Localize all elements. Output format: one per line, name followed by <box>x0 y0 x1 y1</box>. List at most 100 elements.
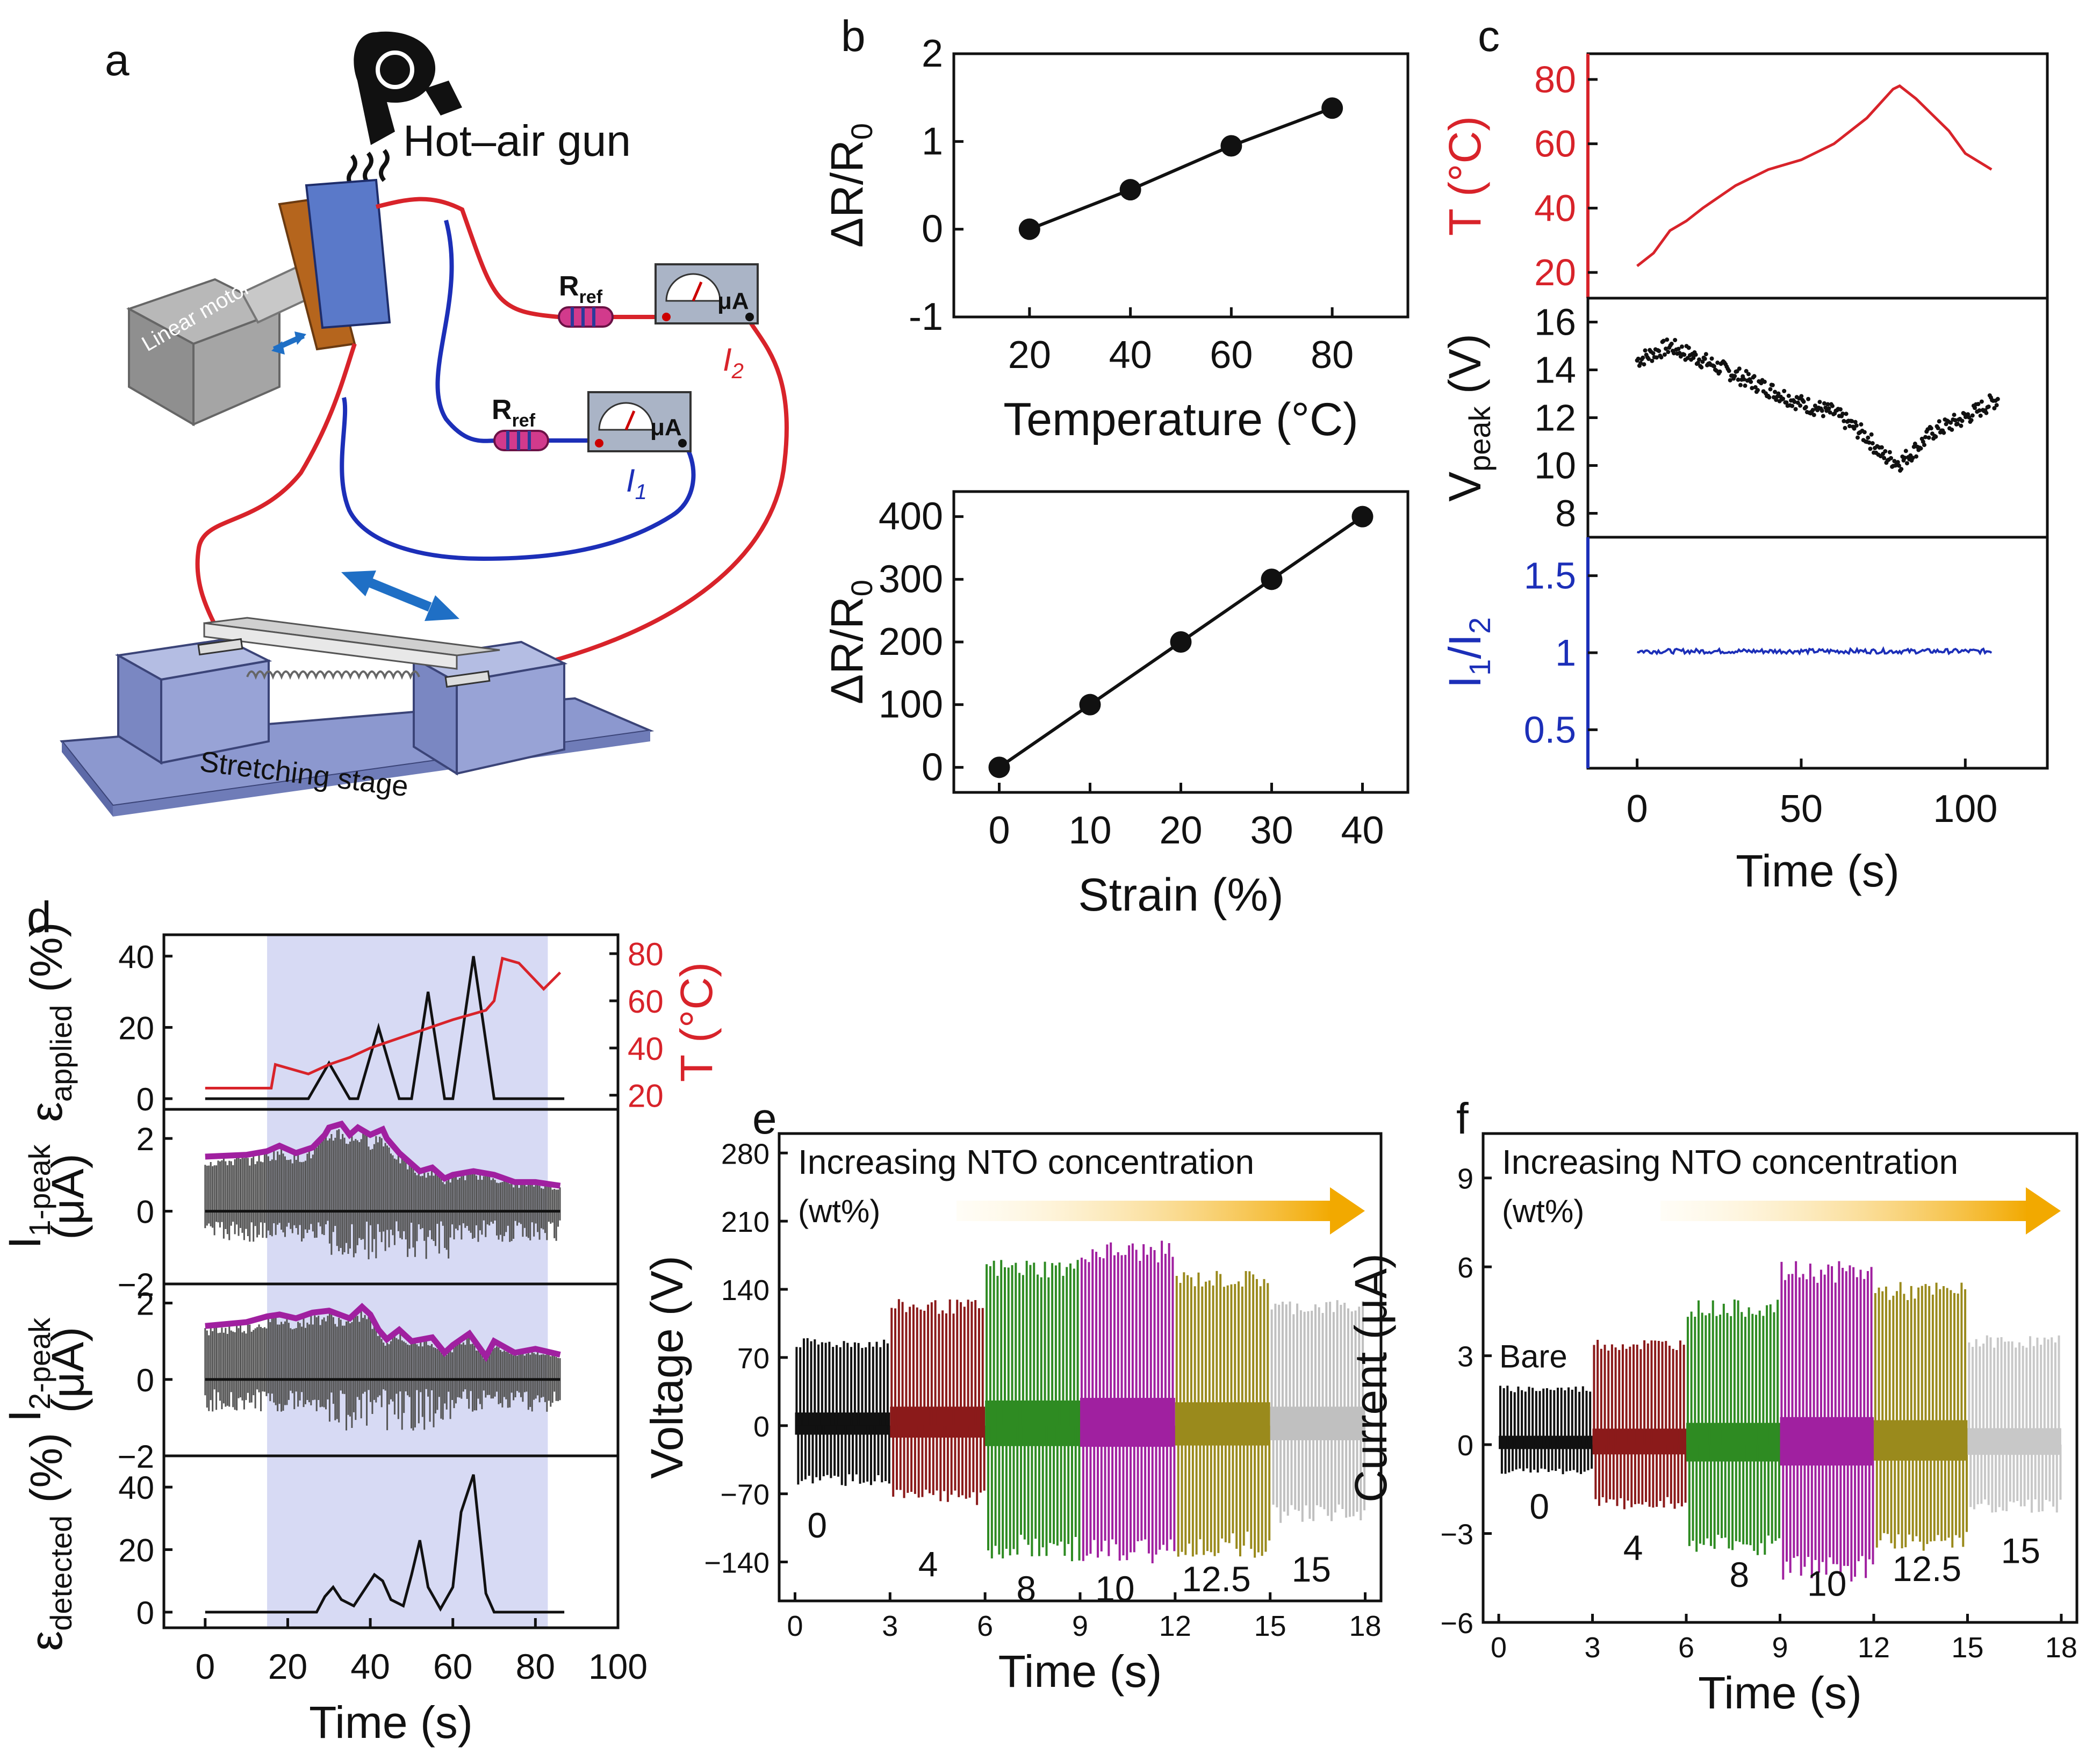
data-point <box>988 756 1010 778</box>
data-point <box>1806 396 1811 401</box>
data-point <box>1651 351 1656 356</box>
data-point <box>1869 432 1874 437</box>
data-point <box>1790 403 1795 408</box>
y-tick-label: 16 <box>1534 301 1576 343</box>
data-point <box>1665 337 1670 342</box>
y-tick-label: 1.5 <box>1524 555 1576 597</box>
data-point <box>1826 406 1831 411</box>
data-point <box>1673 338 1678 343</box>
y-axis-label-part: Voltage (V) <box>642 1255 692 1479</box>
x-tick-label: 100 <box>588 1647 648 1686</box>
y-axis-label-part: (%) <box>21 922 71 1005</box>
data-point <box>1912 442 1917 446</box>
x-tick-label: 12 <box>1858 1632 1890 1664</box>
y-tick-label: 140 <box>721 1274 769 1307</box>
panel-letter-f: f <box>1456 1094 1469 1143</box>
data-point <box>1950 427 1954 432</box>
x-tick-label: 18 <box>1349 1610 1381 1642</box>
data-point <box>1767 395 1772 400</box>
y-axis-label: ΔR/R0 <box>822 580 879 704</box>
data-point <box>1992 406 1997 410</box>
data-point <box>1896 463 1901 468</box>
plot-frame <box>952 52 1409 319</box>
data-point <box>1904 461 1909 466</box>
concentration-label: 8 <box>1016 1569 1036 1608</box>
y-axis-unit: (μA) <box>42 1327 93 1413</box>
y-axis-label-part: (%) <box>21 1433 71 1515</box>
y-axis-label: I1/I2 <box>1440 617 1497 688</box>
concentration-label: 4 <box>1623 1528 1643 1568</box>
data-point <box>1910 456 1915 460</box>
x-tick-label: 20 <box>1159 809 1202 852</box>
x-tick-label: 30 <box>1250 809 1293 852</box>
data-point <box>1854 423 1859 428</box>
data-point <box>1643 348 1648 353</box>
increase-arrow-head <box>2026 1187 2061 1235</box>
x-tick-label: 60 <box>433 1647 472 1686</box>
y-tick-label: 80 <box>1534 59 1576 100</box>
y-tick-label: −3 <box>1440 1519 1473 1551</box>
x-tick-label: 3 <box>1585 1632 1601 1664</box>
x-axis-label: Strain (%) <box>1078 869 1283 921</box>
x-axis-label: Time (s) <box>1736 846 1900 896</box>
subplot-frame <box>162 1454 620 1629</box>
x-tick-label: 50 <box>1780 788 1823 831</box>
y-tick-label: 400 <box>879 495 943 538</box>
current-i1-label: I1 <box>626 463 647 504</box>
data-point <box>1749 379 1753 384</box>
y-axis-label: ΔR/R0 <box>822 123 879 248</box>
y-axis-label-part: ΔR/R <box>822 140 872 248</box>
data-point <box>1978 413 1983 418</box>
data-point <box>1994 403 1999 408</box>
x-tick-label: 10 <box>1068 809 1111 852</box>
film-layer <box>305 178 391 329</box>
data-point <box>1768 387 1773 392</box>
data-point <box>1657 349 1662 353</box>
x-tick-label: 20 <box>1008 334 1051 377</box>
y-tick-label: 40 <box>1534 187 1576 229</box>
x-tick-label: 40 <box>1341 809 1384 852</box>
y-tick-label: 2 <box>136 1286 154 1322</box>
rref-label-top: Rref <box>559 271 603 307</box>
x-tick-label: 0 <box>1627 788 1648 831</box>
y-axis-unit-part: (μA) <box>42 1153 93 1239</box>
data-point <box>1941 430 1946 435</box>
data-point <box>1948 420 1953 425</box>
data-point <box>1686 345 1691 350</box>
data-point <box>1661 338 1666 343</box>
x-axis-label: Temperature (°C) <box>1003 394 1358 445</box>
y-tick-label: 2 <box>136 1121 154 1157</box>
data-point <box>1929 426 1933 431</box>
data-point <box>1879 445 1884 450</box>
y-tick-label: −140 <box>704 1547 769 1579</box>
data-point <box>1642 362 1646 367</box>
y-tick-label: 210 <box>721 1206 769 1238</box>
wiring <box>195 197 789 679</box>
data-point <box>1695 360 1700 365</box>
peak-envelope <box>205 1303 561 1362</box>
data-point <box>1679 344 1684 349</box>
data-point <box>1636 356 1641 361</box>
data-point <box>1018 218 1040 240</box>
y-tick-label: 20 <box>118 1010 154 1046</box>
data-point <box>1902 456 1907 460</box>
y-axis-label-part: Current (μA) <box>1346 1253 1396 1503</box>
x-tick-label: 9 <box>1072 1610 1088 1642</box>
data-point <box>1646 357 1651 362</box>
subplot-frame <box>1586 297 2049 539</box>
y-tick-label: 20 <box>118 1533 154 1569</box>
annotation-text: Increasing NTO concentration <box>1502 1143 1958 1181</box>
data-point <box>1984 410 1989 415</box>
y-tick-label: 6 <box>1457 1252 1473 1284</box>
data-point <box>1868 446 1873 451</box>
data-point <box>1666 350 1671 355</box>
x-tick-label: 0 <box>1491 1632 1507 1664</box>
y-tick-label: 1 <box>922 120 943 163</box>
rref-label-bottom: Rref <box>492 394 536 431</box>
data-point <box>1774 398 1779 402</box>
